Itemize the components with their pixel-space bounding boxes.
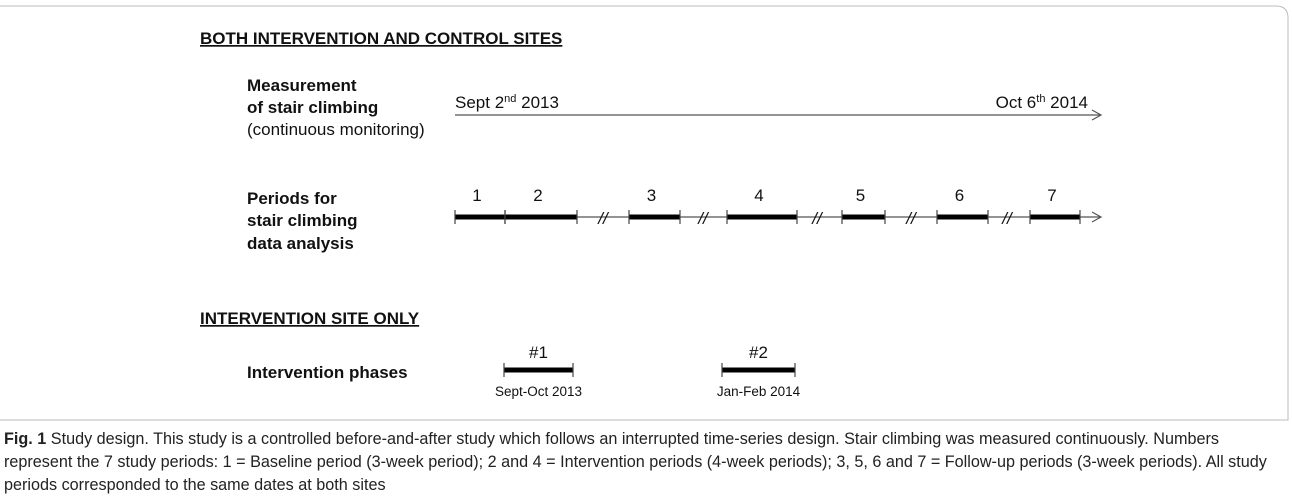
diagram: BOTH INTERVENTION AND CONTROL SITES Meas… <box>0 5 1289 421</box>
break-mark: // <box>811 209 824 228</box>
phases-label: Intervention phases <box>247 363 408 382</box>
phase-dates: Jan-Feb 2014 <box>717 384 801 399</box>
measurement-label: Measurement <box>247 76 357 95</box>
phases: #1 Sept-Oct 2013 #2 Jan-Feb 2014 <box>495 343 801 399</box>
caption-prefix: Fig. 1 <box>4 430 47 448</box>
start-date: Sept 2nd 2013 <box>455 93 559 112</box>
start-date-year: 2013 <box>516 93 559 112</box>
phase-dates: Sept-Oct 2013 <box>495 384 582 399</box>
caption-text: Study design. This study is a controlled… <box>4 430 1267 494</box>
measurement-arrow <box>455 109 1103 121</box>
end-date-text: Oct 6 <box>996 93 1037 112</box>
frame <box>0 5 1289 421</box>
end-date-year: 2014 <box>1045 93 1088 112</box>
break-mark: // <box>597 209 610 228</box>
period-number: 7 <box>1047 186 1056 205</box>
section-heading: INTERVENTION SITE ONLY <box>200 309 420 328</box>
end-date-suffix: th <box>1036 93 1045 105</box>
period-number: 6 <box>955 186 964 205</box>
caption: Fig. 1 Study design. This study is a con… <box>4 428 1288 497</box>
break-mark: // <box>697 209 710 228</box>
period-number: 1 <box>472 186 481 205</box>
break-mark: // <box>905 209 918 228</box>
period-number: 3 <box>647 186 656 205</box>
start-date-text: Sept 2 <box>455 93 504 112</box>
periods-label: Periods for <box>247 189 337 208</box>
measurement-label: of stair climbing <box>247 98 378 117</box>
measurement-note: (continuous monitoring) <box>247 120 425 139</box>
periods: 1 2 3 4 5 6 7 // // // // // <box>454 186 1081 228</box>
end-date: Oct 6th 2014 <box>996 93 1088 112</box>
period-number: 5 <box>856 186 865 205</box>
phase-name: #1 <box>529 343 548 362</box>
section-heading: BOTH INTERVENTION AND CONTROL SITES <box>200 29 562 48</box>
period-number: 2 <box>533 186 542 205</box>
periods-label: data analysis <box>247 234 354 253</box>
start-date-suffix: nd <box>504 93 516 105</box>
periods-label: stair climbing <box>247 211 358 230</box>
period-number: 4 <box>754 186 763 205</box>
phase-name: #2 <box>749 343 768 362</box>
break-mark: // <box>1001 209 1014 228</box>
